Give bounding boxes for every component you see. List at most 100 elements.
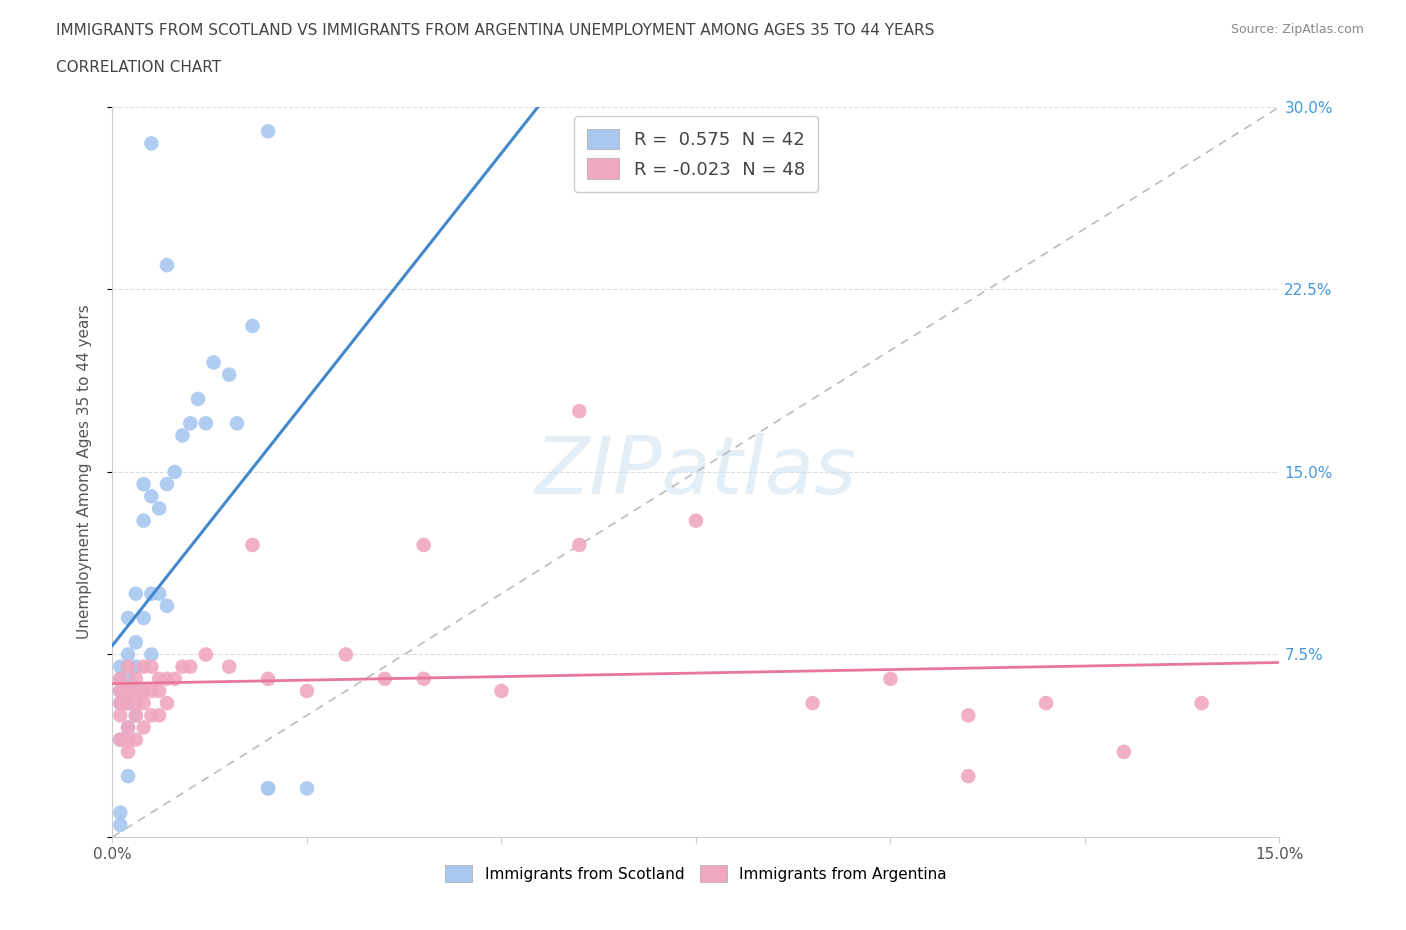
Point: [110, 708, 132, 723]
Point: [179, 659, 201, 674]
Point: [125, 586, 148, 601]
Point: [156, 258, 179, 272]
Point: [117, 744, 139, 759]
Point: [257, 124, 280, 139]
Text: IMMIGRANTS FROM SCOTLAND VS IMMIGRANTS FROM ARGENTINA UNEMPLOYMENT AMONG AGES 35: IMMIGRANTS FROM SCOTLAND VS IMMIGRANTS F…: [56, 23, 935, 38]
Point: [801, 696, 824, 711]
Point: [141, 647, 163, 662]
Point: [117, 611, 139, 626]
Point: [110, 805, 132, 820]
Point: [125, 708, 148, 723]
Point: [132, 611, 155, 626]
Point: [132, 684, 155, 698]
Point: [125, 635, 148, 650]
Point: [218, 659, 240, 674]
Point: [957, 769, 980, 784]
Point: [125, 684, 148, 698]
Point: [117, 684, 139, 698]
Point: [148, 586, 170, 601]
Point: [257, 781, 280, 796]
Point: [132, 696, 155, 711]
Point: [187, 392, 209, 406]
Point: [1035, 696, 1057, 711]
Point: [110, 696, 132, 711]
Point: [125, 684, 148, 698]
Point: [132, 513, 155, 528]
Text: Source: ZipAtlas.com: Source: ZipAtlas.com: [1230, 23, 1364, 36]
Point: [110, 671, 132, 686]
Point: [295, 684, 318, 698]
Point: [179, 416, 201, 431]
Point: [194, 647, 217, 662]
Point: [374, 671, 396, 686]
Text: CORRELATION CHART: CORRELATION CHART: [56, 60, 221, 75]
Point: [125, 696, 148, 711]
Point: [156, 477, 179, 492]
Point: [141, 708, 163, 723]
Point: [110, 684, 132, 698]
Point: [110, 732, 132, 747]
Point: [218, 367, 240, 382]
Point: [957, 708, 980, 723]
Point: [148, 501, 170, 516]
Point: [125, 659, 148, 674]
Point: [879, 671, 901, 686]
Point: [172, 428, 194, 443]
Point: [156, 671, 179, 686]
Point: [141, 489, 163, 504]
Point: [163, 465, 186, 480]
Point: [110, 732, 132, 747]
Point: [1112, 744, 1135, 759]
Point: [156, 598, 179, 613]
Point: [242, 538, 264, 552]
Point: [412, 538, 434, 552]
Point: [194, 416, 217, 431]
Point: [117, 769, 139, 784]
Point: [132, 684, 155, 698]
Point: [117, 671, 139, 686]
Point: [141, 136, 163, 151]
Point: [148, 708, 170, 723]
Point: [132, 659, 155, 674]
Point: [117, 659, 139, 674]
Point: [117, 720, 139, 735]
Point: [125, 671, 148, 686]
Point: [117, 720, 139, 735]
Point: [110, 659, 132, 674]
Point: [110, 671, 132, 686]
Point: [568, 538, 591, 552]
Point: [117, 696, 139, 711]
Point: [1191, 696, 1213, 711]
Point: [132, 477, 155, 492]
Point: [110, 696, 132, 711]
Point: [148, 684, 170, 698]
Point: [141, 684, 163, 698]
Y-axis label: Unemployment Among Ages 35 to 44 years: Unemployment Among Ages 35 to 44 years: [77, 305, 91, 639]
Point: [163, 671, 186, 686]
Point: [117, 732, 139, 747]
Point: [148, 671, 170, 686]
Point: [226, 416, 249, 431]
Point: [257, 781, 280, 796]
Point: [491, 684, 513, 698]
Point: [141, 659, 163, 674]
Point: [125, 732, 148, 747]
Point: [568, 404, 591, 418]
Point: [125, 708, 148, 723]
Point: [141, 586, 163, 601]
Point: [110, 817, 132, 832]
Point: [412, 671, 434, 686]
Point: [117, 647, 139, 662]
Point: [117, 696, 139, 711]
Point: [335, 647, 357, 662]
Point: [685, 513, 707, 528]
Point: [172, 659, 194, 674]
Point: [257, 671, 280, 686]
Point: [202, 355, 225, 370]
Point: [295, 781, 318, 796]
Point: [110, 684, 132, 698]
Point: [242, 318, 264, 334]
Point: [156, 696, 179, 711]
Legend: Immigrants from Scotland, Immigrants from Argentina: Immigrants from Scotland, Immigrants fro…: [436, 856, 956, 892]
Point: [117, 684, 139, 698]
